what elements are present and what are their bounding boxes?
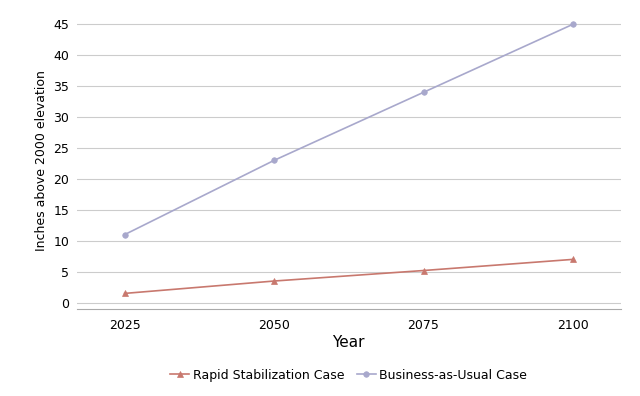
Rapid Stabilization Case [270,279,278,284]
Business-as-Usual Case [420,90,428,95]
Rapid Stabilization Case [121,291,129,296]
Business-as-Usual Case [569,22,577,27]
Rapid Stabilization Case [569,257,577,262]
Y-axis label: Inches above 2000 elevation: Inches above 2000 elevation [35,70,48,251]
X-axis label: Year: Year [333,335,365,350]
Business-as-Usual Case [270,158,278,163]
Business-as-Usual Case [121,232,129,237]
Legend: Rapid Stabilization Case, Business-as-Usual Case: Rapid Stabilization Case, Business-as-Us… [170,369,527,382]
Line: Business-as-Usual Case: Business-as-Usual Case [122,21,576,238]
Rapid Stabilization Case [420,268,428,273]
Line: Rapid Stabilization Case: Rapid Stabilization Case [122,257,576,296]
